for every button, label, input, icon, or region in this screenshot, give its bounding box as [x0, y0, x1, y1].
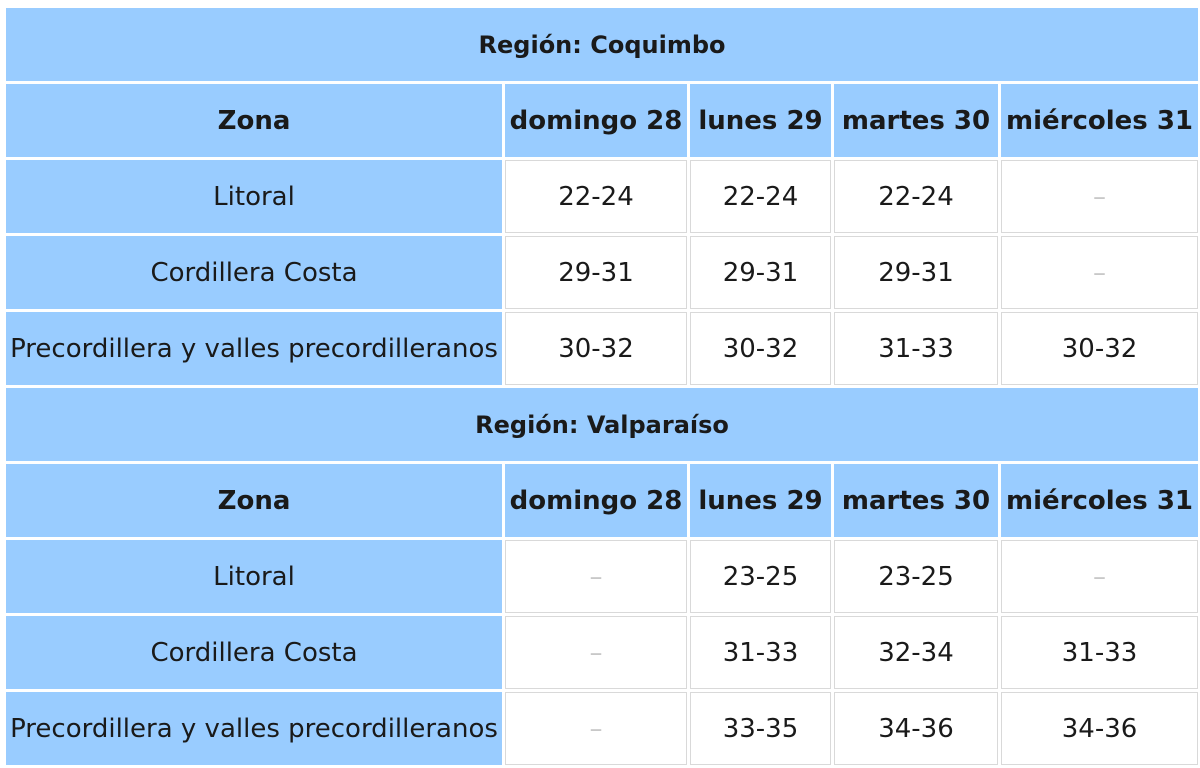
- value-cell: 34-36: [834, 692, 998, 765]
- value-cell: 23-25: [690, 540, 831, 613]
- value-cell: 22-24: [834, 160, 998, 233]
- value-cell: –: [1001, 236, 1199, 309]
- value-cell: 23-25: [834, 540, 998, 613]
- temperature-table: Región: Coquimbo Zona domingo 28 lunes 2…: [3, 5, 1200, 768]
- table-row: Cordillera Costa 29-31 29-31 29-31 –: [6, 236, 1199, 309]
- value-cell: 30-32: [1001, 312, 1199, 385]
- value-cell: –: [505, 540, 687, 613]
- value-cell: 29-31: [834, 236, 998, 309]
- value-cell: 31-33: [1001, 616, 1199, 689]
- value-cell: 29-31: [505, 236, 687, 309]
- header-day: lunes 29: [690, 464, 831, 537]
- table-row: Precordillera y valles precordilleranos …: [6, 692, 1199, 765]
- header-row: Zona domingo 28 lunes 29 martes 30 miérc…: [6, 84, 1199, 157]
- header-day: lunes 29: [690, 84, 831, 157]
- value-cell: 32-34: [834, 616, 998, 689]
- header-day: miércoles 31: [1001, 464, 1199, 537]
- header-zona: Zona: [6, 84, 502, 157]
- zone-label: Precordillera y valles precordilleranos: [6, 312, 502, 385]
- value-cell: 22-24: [505, 160, 687, 233]
- value-cell: 30-32: [690, 312, 831, 385]
- region-title-coquimbo: Región: Coquimbo: [6, 8, 1199, 81]
- zone-label: Cordillera Costa: [6, 236, 502, 309]
- header-zona: Zona: [6, 464, 502, 537]
- zone-label: Cordillera Costa: [6, 616, 502, 689]
- value-cell: –: [505, 692, 687, 765]
- value-cell: 31-33: [834, 312, 998, 385]
- value-cell: 30-32: [505, 312, 687, 385]
- value-cell: 34-36: [1001, 692, 1199, 765]
- region-title-valparaiso: Región: Valparaíso: [6, 388, 1199, 461]
- table-row: Litoral 22-24 22-24 22-24 –: [6, 160, 1199, 233]
- header-day: martes 30: [834, 464, 998, 537]
- value-cell: –: [1001, 540, 1199, 613]
- header-day: miércoles 31: [1001, 84, 1199, 157]
- zone-label: Litoral: [6, 160, 502, 233]
- zone-label: Precordillera y valles precordilleranos: [6, 692, 502, 765]
- header-day: domingo 28: [505, 84, 687, 157]
- value-cell: 29-31: [690, 236, 831, 309]
- table-row: Litoral – 23-25 23-25 –: [6, 540, 1199, 613]
- header-row: Zona domingo 28 lunes 29 martes 30 miérc…: [6, 464, 1199, 537]
- value-cell: 33-35: [690, 692, 831, 765]
- table-row: Cordillera Costa – 31-33 32-34 31-33: [6, 616, 1199, 689]
- table-row: Precordillera y valles precordilleranos …: [6, 312, 1199, 385]
- value-cell: –: [1001, 160, 1199, 233]
- forecast-tables: Región: Coquimbo Zona domingo 28 lunes 2…: [3, 5, 1200, 768]
- value-cell: 22-24: [690, 160, 831, 233]
- value-cell: –: [505, 616, 687, 689]
- value-cell: 31-33: [690, 616, 831, 689]
- header-day: martes 30: [834, 84, 998, 157]
- region-row: Región: Valparaíso: [6, 388, 1199, 461]
- region-row: Región: Coquimbo: [6, 8, 1199, 81]
- header-day: domingo 28: [505, 464, 687, 537]
- zone-label: Litoral: [6, 540, 502, 613]
